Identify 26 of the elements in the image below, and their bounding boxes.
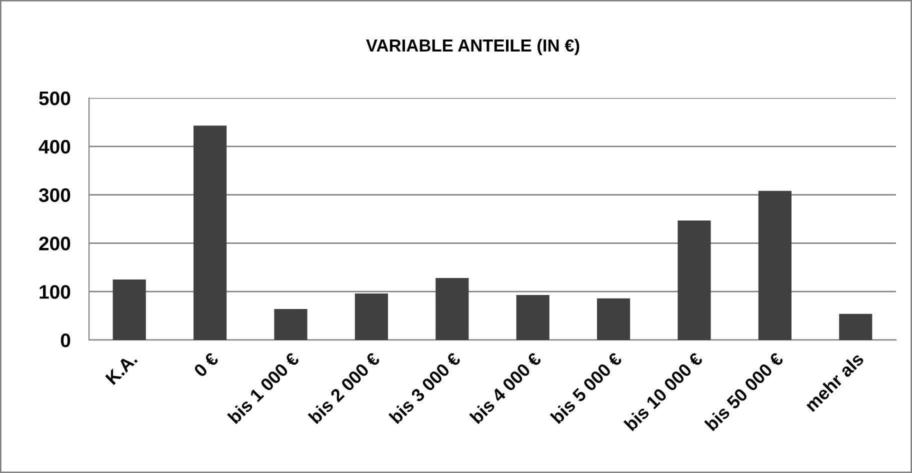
bar (839, 314, 872, 340)
y-tick-label: 400 (38, 140, 70, 154)
y-tick-label: 500 (39, 91, 70, 106)
bar (354, 294, 388, 340)
x-tick-label: bis 5 000 € (550, 351, 623, 424)
x-tick-label: bis 10 000 € (623, 351, 704, 432)
x-tick-label: bis 50 000 € (704, 351, 784, 432)
y-tick-label: 0 (60, 333, 70, 348)
chart-title: VARIABLE ANTEILE (IN €) (366, 38, 580, 56)
x-tick-label: bis 1 000 € (227, 351, 300, 424)
x-tick-label: bis 4 000 € (469, 351, 542, 424)
bar (516, 294, 550, 340)
x-tick-label: K.A. (105, 352, 138, 386)
x-tick-label: 0 € (193, 352, 220, 378)
bar (194, 126, 227, 340)
bar (758, 190, 792, 340)
bar (678, 220, 711, 340)
bar (436, 278, 469, 340)
x-tick-label: bis 3 000 € (388, 351, 462, 424)
y-tick-label: 100 (40, 285, 70, 299)
y-tick-label: 200 (39, 236, 70, 250)
bar (274, 309, 308, 340)
bar (112, 280, 146, 340)
bar (597, 298, 630, 340)
y-tick-label: 300 (38, 188, 70, 202)
x-tick-label: bis 2 000 € (308, 351, 381, 424)
